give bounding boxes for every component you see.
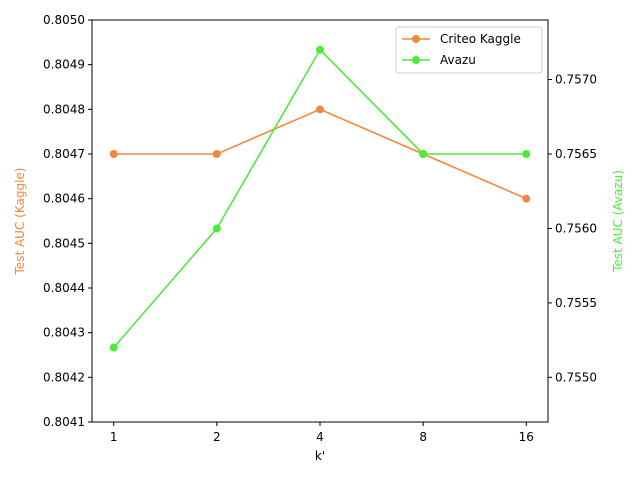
left-y-tick-label: 0.8044 — [43, 281, 85, 295]
data-point-1-0 — [109, 343, 118, 352]
data-point-1-3 — [419, 150, 428, 158]
series-lines — [109, 45, 531, 352]
left-y-axis-label: Test AUC (Kaggle) — [13, 168, 27, 276]
left-y-tick-label: 0.8048 — [43, 102, 85, 116]
left-y-tick-label: 0.8047 — [43, 147, 85, 161]
data-point-1-4 — [522, 150, 531, 158]
x-axis-label: k' — [315, 449, 325, 463]
data-point-0-1 — [212, 150, 221, 158]
data-point-0-0 — [109, 150, 118, 158]
legend-marker-1 — [412, 56, 420, 64]
legend-marker-0 — [412, 35, 420, 43]
left-y-tick-label: 0.8049 — [43, 58, 85, 72]
right-y-tick-label: 0.7555 — [555, 296, 597, 310]
right-y-tick-label: 0.7565 — [555, 147, 597, 161]
data-point-0-2 — [316, 105, 324, 114]
left-y-tick-label: 0.8050 — [43, 13, 85, 27]
x-tick-label: 4 — [316, 430, 324, 444]
right-y-tick-label: 0.7560 — [555, 221, 597, 235]
data-point-0-4 — [522, 194, 531, 203]
x-tick-label: 2 — [213, 430, 221, 444]
right-y-tick-label: 0.7550 — [555, 370, 597, 384]
right-y-axis-label: Test AUC (Avazu) — [611, 170, 625, 273]
legend: Criteo Kaggle Avazu — [395, 26, 543, 74]
axes: 1 2 4 8 16 0.8041 0.8042 0.8043 0.8044 0.8045 0.80… — [43, 13, 597, 444]
left-y-tick-label: 0.8041 — [43, 415, 85, 429]
left-y-tick-label: 0.8046 — [43, 192, 85, 206]
x-tick-label: 8 — [419, 430, 427, 444]
data-point-1-2 — [316, 45, 324, 54]
data-point-1-1 — [212, 224, 221, 233]
right-y-tick-label: 0.7570 — [555, 73, 597, 87]
legend-box — [395, 26, 543, 74]
legend-label-0: Criteo Kaggle — [440, 32, 521, 46]
legend-label-1: Avazu — [440, 53, 476, 67]
x-tick-label: 16 — [519, 430, 534, 444]
left-y-tick-label: 0.8042 — [43, 370, 85, 384]
x-tick-label: 1 — [110, 430, 118, 444]
left-y-tick-label: 0.8045 — [43, 236, 85, 250]
left-y-tick-label: 0.8043 — [43, 326, 85, 340]
